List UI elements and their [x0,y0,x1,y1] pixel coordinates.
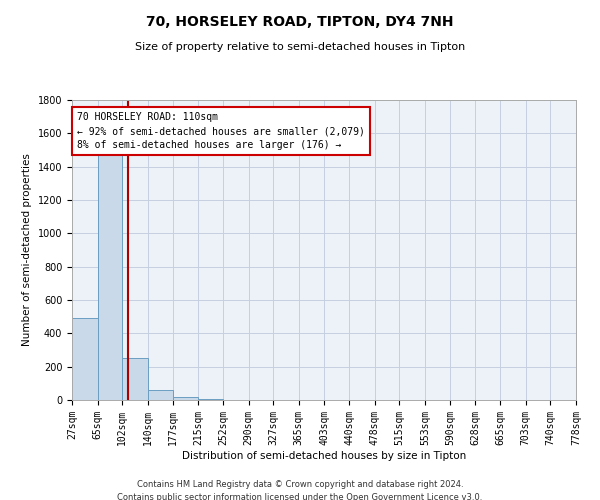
Bar [98,150,122,400]
Bar [72,318,98,400]
Bar [122,358,148,400]
Text: 70 HORSELEY ROAD: 110sqm
← 92% of semi-detached houses are smaller (2,079)
8% of: 70 HORSELEY ROAD: 110sqm ← 92% of semi-d… [77,112,365,150]
Y-axis label: Number of semi-detached properties: Number of semi-detached properties [22,154,32,346]
Text: 70, HORSELEY ROAD, TIPTON, DY4 7NH: 70, HORSELEY ROAD, TIPTON, DY4 7NH [146,15,454,29]
Bar [173,396,198,400]
Bar [198,399,223,400]
Text: Contains HM Land Registry data © Crown copyright and database right 2024.: Contains HM Land Registry data © Crown c… [137,480,463,489]
X-axis label: Distribution of semi-detached houses by size in Tipton: Distribution of semi-detached houses by … [182,450,466,460]
Bar [148,390,173,400]
Text: Contains public sector information licensed under the Open Government Licence v3: Contains public sector information licen… [118,492,482,500]
Text: Size of property relative to semi-detached houses in Tipton: Size of property relative to semi-detach… [135,42,465,52]
